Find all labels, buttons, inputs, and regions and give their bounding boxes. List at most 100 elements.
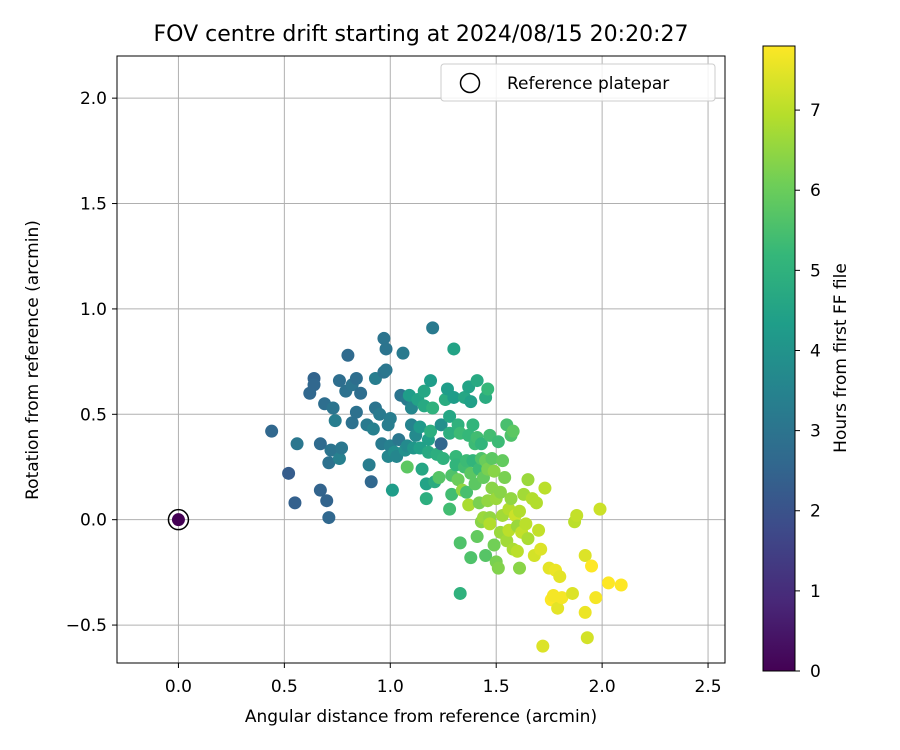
data-point (570, 508, 584, 522)
data-point (426, 321, 440, 335)
data-point (443, 502, 457, 516)
colorbar-tick-label: 2 (810, 502, 821, 522)
colorbar-tick-label: 1 (810, 582, 821, 602)
y-tick-label: 1.0 (80, 300, 107, 320)
data-point (466, 418, 480, 432)
data-point (307, 378, 321, 392)
x-axis-ticks: 0.0 0.5 1.0 1.5 2.0 2.5 (165, 663, 722, 697)
data-point (354, 386, 368, 400)
data-point (504, 492, 518, 506)
data-point (481, 382, 495, 396)
y-tick-label: −0.5 (66, 616, 107, 636)
data-point (415, 462, 429, 476)
colorbar-tick-label: 0 (810, 662, 821, 682)
data-point (419, 492, 433, 506)
data-point (400, 460, 414, 474)
data-point (377, 331, 391, 345)
data-point (424, 374, 438, 388)
data-point (290, 437, 304, 451)
data-point (553, 570, 567, 584)
data-point (493, 485, 507, 499)
data-point (171, 513, 185, 527)
data-point (383, 412, 397, 426)
colorbar-label: Hours from first FF file (831, 263, 851, 453)
data-point (589, 591, 603, 605)
data-point (443, 426, 457, 440)
data-point (447, 390, 461, 404)
data-point (519, 517, 533, 531)
x-tick-label: 1.0 (377, 677, 404, 697)
data-point (483, 517, 497, 531)
data-point (364, 475, 378, 489)
data-point (332, 452, 346, 466)
data-point (479, 549, 493, 563)
data-point (426, 401, 440, 415)
data-point (453, 586, 467, 600)
data-point (464, 395, 478, 409)
data-point (538, 481, 552, 495)
data-point (491, 435, 505, 449)
data-point (470, 530, 484, 544)
data-point (335, 441, 349, 455)
colorbar-gradient (762, 45, 796, 672)
data-point (322, 456, 336, 470)
data-point (578, 549, 592, 563)
data-point (341, 348, 355, 362)
data-point (506, 424, 520, 438)
data-point (326, 401, 340, 415)
data-point (521, 473, 535, 487)
data-point (265, 424, 279, 438)
data-point (385, 483, 399, 497)
legend-box (440, 63, 716, 102)
colorbar-tick-label: 7 (810, 101, 821, 121)
data-point (470, 374, 484, 388)
grid-lines (117, 56, 725, 663)
data-point (580, 631, 594, 645)
data-point (565, 586, 579, 600)
data-point (474, 437, 488, 451)
reference-point-marker (167, 508, 190, 531)
colorbar-tick-label: 3 (810, 422, 821, 442)
data-point (521, 532, 535, 546)
colorbar-tick-label: 4 (810, 341, 821, 361)
data-point (282, 466, 296, 480)
y-axis-ticks: −0.5 0.0 0.5 1.0 1.5 2.0 (66, 89, 117, 636)
data-point (536, 639, 550, 653)
data-point (601, 576, 615, 590)
chart-title: FOV centre drift starting at 2024/08/15 … (154, 22, 689, 47)
data-point (432, 471, 446, 485)
data-point (436, 452, 450, 466)
x-tick-label: 2.5 (695, 677, 722, 697)
data-point (324, 443, 338, 457)
x-axis-label: Angular distance from reference (arcmin) (245, 707, 597, 727)
colorbar: 0 1 2 3 4 5 6 7 Hours from first FF file (762, 45, 851, 682)
data-point (529, 496, 543, 510)
x-tick-label: 2.0 (589, 677, 616, 697)
data-point (498, 471, 512, 485)
data-point (513, 561, 527, 575)
data-point (373, 407, 387, 421)
y-tick-label: 0.0 (80, 511, 107, 531)
data-point (491, 561, 505, 575)
data-point (322, 511, 336, 525)
data-point (379, 363, 393, 377)
data-points (167, 321, 628, 653)
data-point (462, 498, 476, 512)
data-point (366, 422, 380, 436)
data-point (585, 559, 599, 573)
legend: Reference platepar (440, 63, 716, 102)
data-point (320, 494, 334, 508)
data-point (332, 374, 346, 388)
data-point (362, 458, 376, 472)
data-point (349, 405, 363, 419)
data-point (424, 424, 438, 438)
data-point (593, 502, 607, 516)
colorbar-ticks: 0 1 2 3 4 5 6 7 (795, 101, 821, 682)
data-point (532, 523, 546, 537)
data-point (417, 384, 431, 398)
data-point (460, 485, 474, 499)
data-point (464, 551, 478, 565)
y-tick-label: 2.0 (80, 89, 107, 109)
data-point (551, 601, 565, 615)
